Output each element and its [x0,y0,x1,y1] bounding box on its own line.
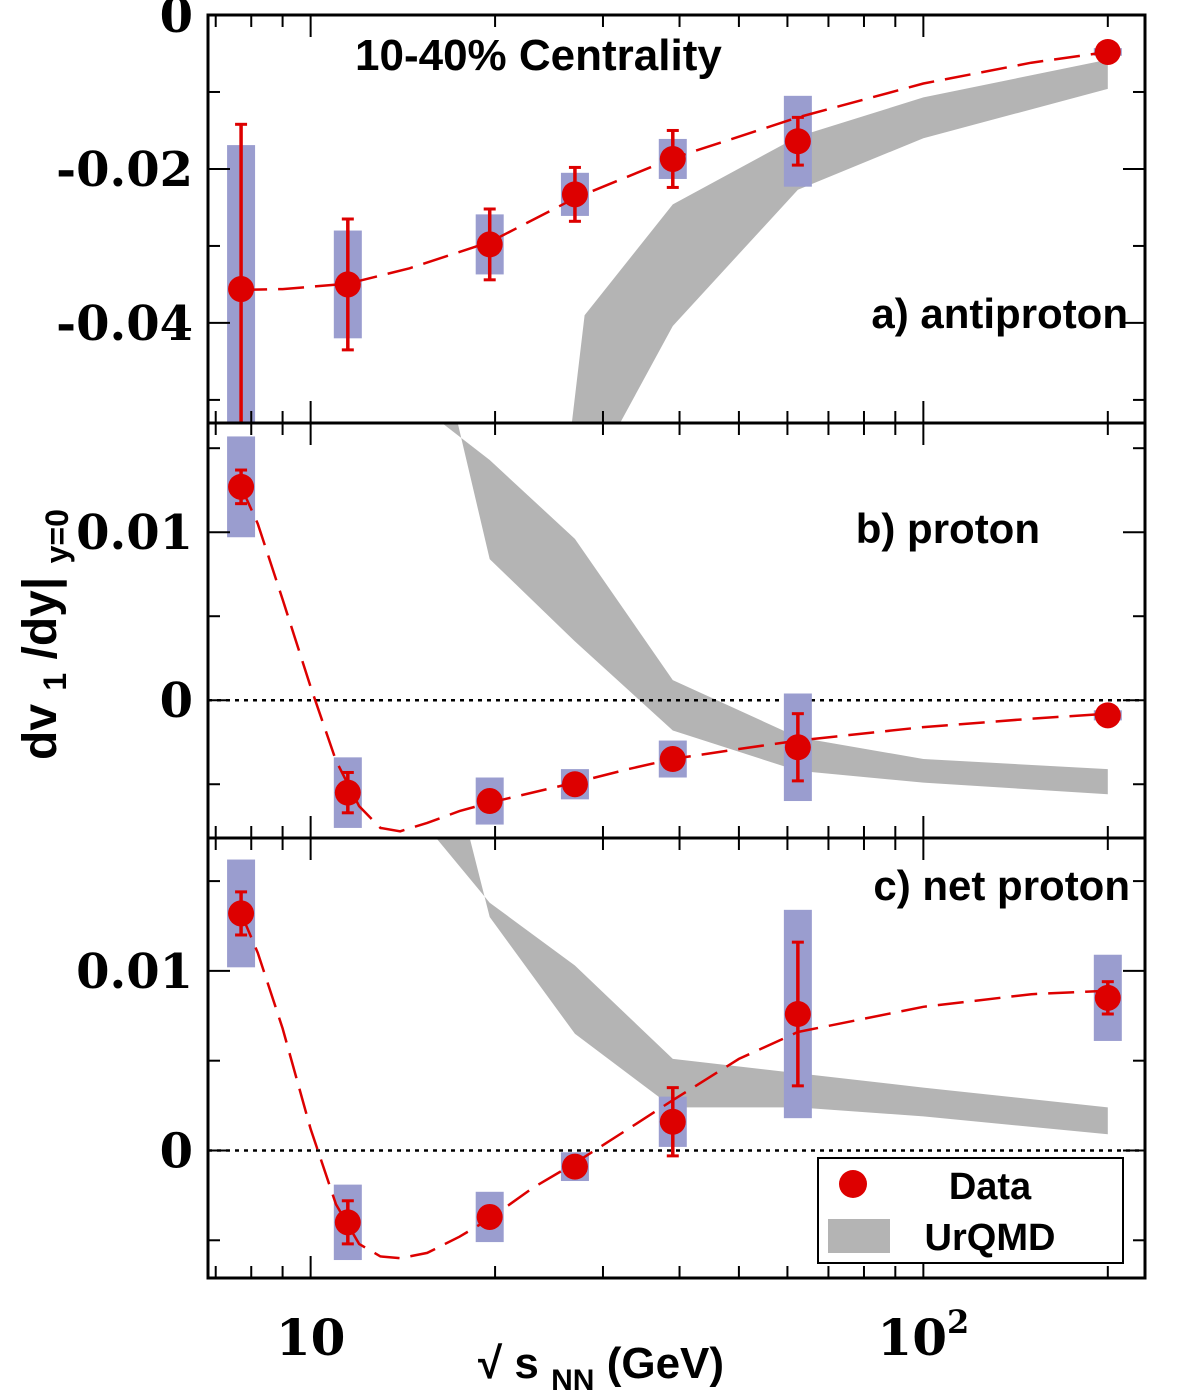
y-axis-label-sub1: 1 [37,673,73,691]
legend-data-marker [839,1170,867,1198]
data-point [784,734,811,761]
y-tick-label: 0 [160,1123,193,1179]
y-tick-label: 0 [160,0,193,44]
data-point [1094,984,1121,1011]
fit-curve [239,912,1108,1260]
data-point [659,145,686,172]
panel-label-c: c) net proton [873,862,1130,909]
data-point [334,271,361,298]
y-tick-label: 0 [160,673,193,729]
x-axis-label-unit: (GeV) [607,1339,724,1388]
data-point [476,231,503,258]
x-tick-label: 102 [877,1303,969,1367]
y-tick-label: -0.04 [56,296,193,352]
data-point [561,181,588,208]
urqmd-band [571,59,1108,423]
data-point [784,1001,811,1027]
urqmd-band [436,838,1108,1135]
data-point [334,1209,361,1236]
y-tick-label: 0.01 [76,505,193,561]
y-tick-label: -0.02 [56,142,193,198]
legend-urqmd-marker [828,1219,890,1253]
panel-label-a: a) antiproton [871,290,1128,337]
data-point [334,779,361,806]
x-axis-label-root: √ [478,1339,503,1388]
chart-title: 10-40% Centrality [355,31,722,80]
data-point [228,276,255,303]
data-point [561,1153,588,1180]
y-axis-label: dv 1 /dy| y=0 [14,509,77,760]
panel-frame [206,836,1147,1280]
urqmd-band [441,423,1108,795]
y-tick-label: 0.01 [76,944,193,1000]
data-point [659,746,686,773]
legend-urqmd-label: UrQMD [925,1217,1056,1259]
x-tick-label: 10 [276,1308,346,1367]
legend: Data UrQMD [817,1157,1124,1264]
x-axis-label-s: s [514,1339,538,1388]
data-point [228,473,255,500]
data-point [561,771,588,798]
data-point [1094,702,1121,729]
panel-label-b: b) proton [856,505,1040,552]
data-point [1094,38,1121,65]
legend-data-label: Data [949,1166,1032,1208]
data-point [659,1108,686,1135]
y-axis-label-sub2: y=0 [39,509,75,563]
y-axis-label-main: dv [14,704,67,760]
data-point [476,1203,503,1230]
y-axis-label-mid: /dy| [14,577,67,660]
x-axis-label-sub: NN [551,1364,594,1397]
x-axis-label: √ s NN (GeV) [478,1339,724,1400]
data-point [228,900,255,927]
data-point [784,128,811,155]
data-point [476,788,503,815]
